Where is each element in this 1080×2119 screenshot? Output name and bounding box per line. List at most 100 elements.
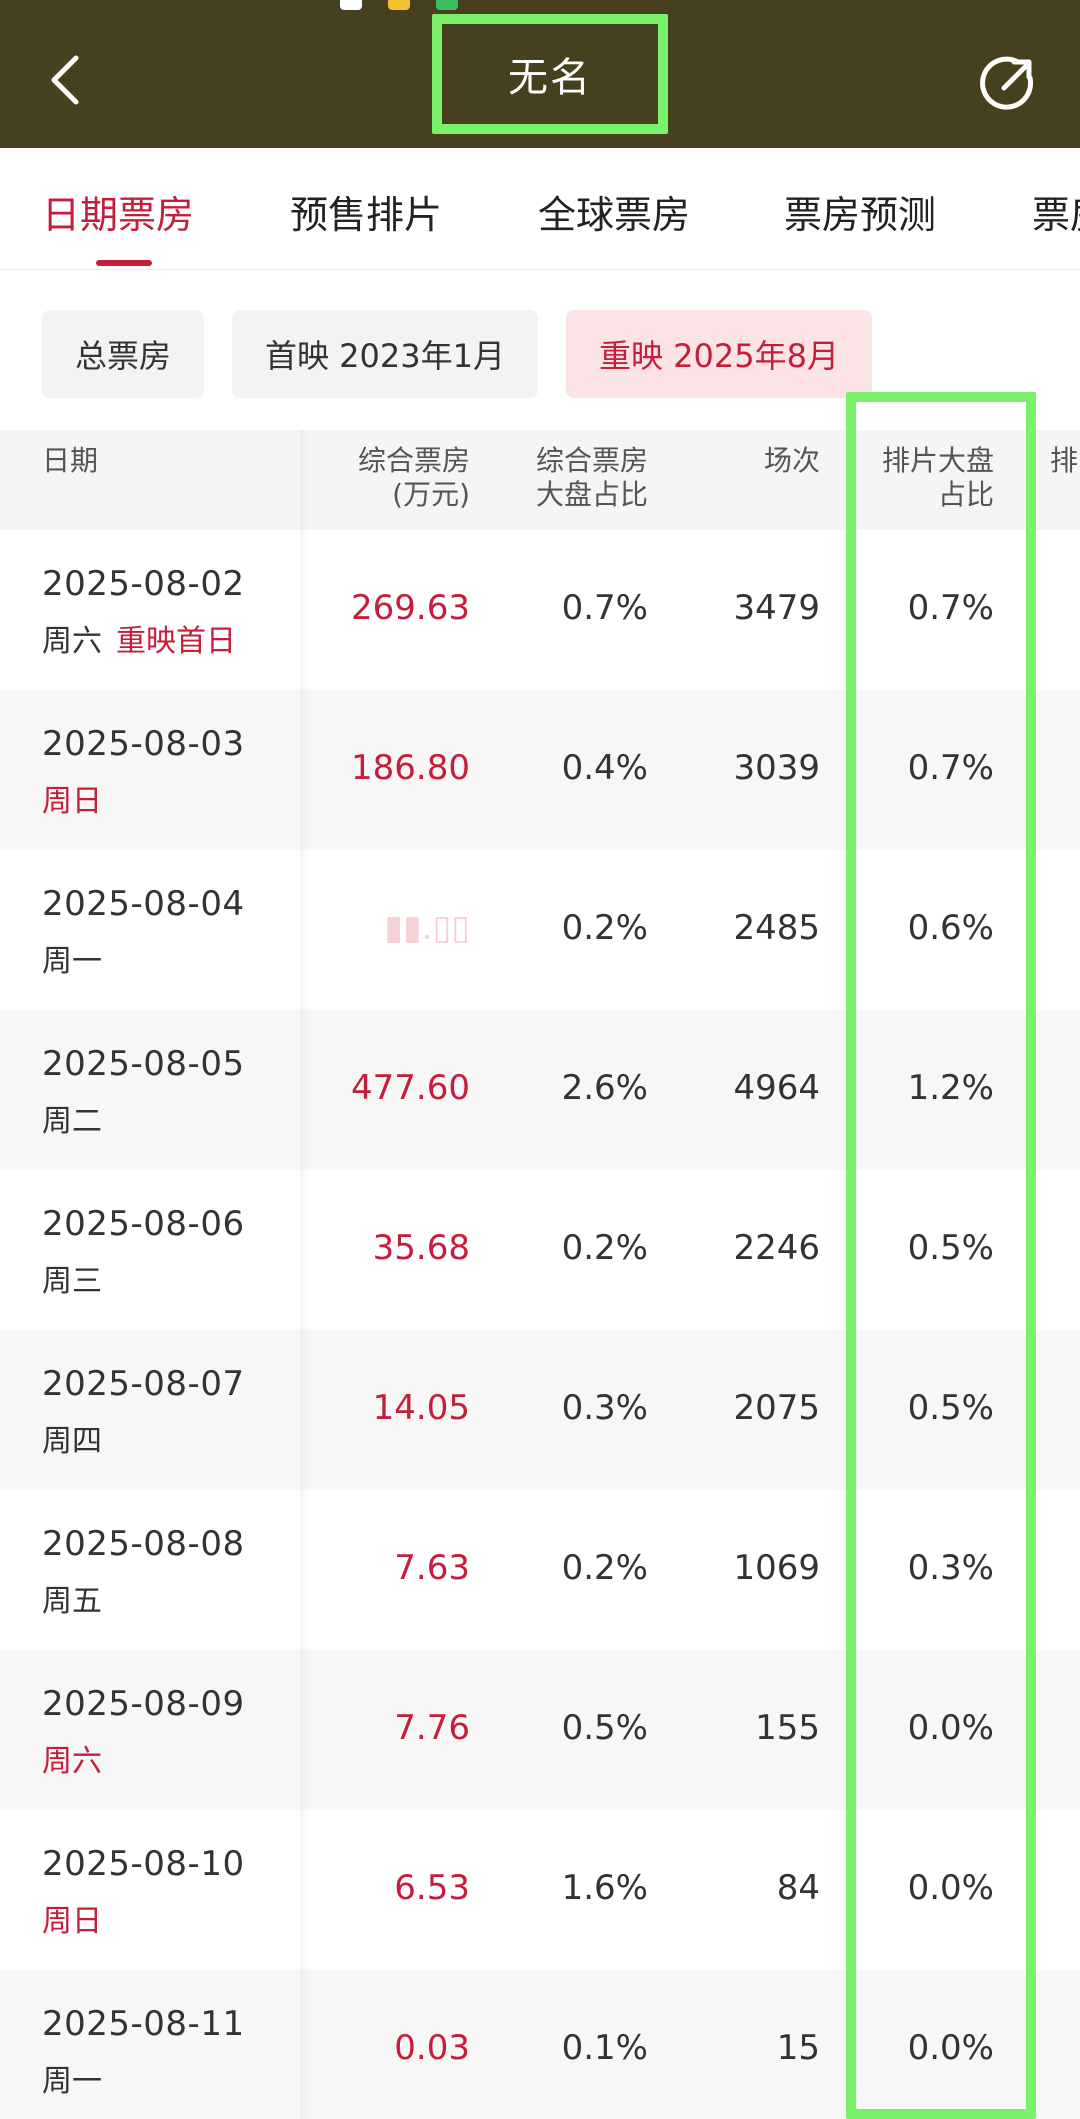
row-show-share: 0.0% bbox=[907, 1868, 994, 1908]
row-box-office: 269.63 bbox=[351, 588, 470, 628]
row-date: 2025-08-08 bbox=[42, 1524, 245, 1564]
share-button[interactable] bbox=[978, 54, 1038, 114]
status-icon bbox=[436, 0, 458, 10]
table-row[interactable]: 2025-08-09 周六 7.76 0.5% 155 0.0% bbox=[0, 1650, 1080, 1810]
tab-presale-schedule[interactable]: 预售排片 bbox=[290, 193, 443, 237]
tab-bar: 日期票房 预售排片 全球票房 票房预测 票房 bbox=[0, 148, 1080, 270]
row-weekday-label: 周一 bbox=[42, 944, 102, 979]
table-row[interactable]: 2025-08-10 周日 6.53 1.6% 84 0.0% bbox=[0, 1810, 1080, 1970]
frozen-column-shadow bbox=[300, 430, 310, 2119]
row-show-share: 0.5% bbox=[907, 1228, 994, 1268]
row-shows: 3479 bbox=[733, 588, 820, 628]
row-box-share: 0.5% bbox=[561, 1708, 648, 1748]
row-weekday: 周四 bbox=[42, 1416, 102, 1460]
row-weekday: 周二 bbox=[42, 1096, 102, 1140]
table-row[interactable]: 2025-08-08 周五 7.63 0.2% 1069 0.3% bbox=[0, 1490, 1080, 1650]
row-box-share: 0.2% bbox=[561, 908, 648, 948]
row-box-office: 7.63 bbox=[394, 1548, 470, 1588]
header-box-share: 综合票房 大盘占比 bbox=[536, 444, 648, 512]
row-box-share: 0.3% bbox=[561, 1388, 648, 1428]
row-shows: 155 bbox=[755, 1708, 820, 1748]
row-box-office: 477.60 bbox=[351, 1068, 470, 1108]
row-box-share: 0.2% bbox=[561, 1548, 648, 1588]
row-date: 2025-08-09 bbox=[42, 1684, 245, 1724]
filter-total-box-office[interactable]: 总票房 bbox=[42, 310, 204, 398]
row-show-share: 0.7% bbox=[907, 748, 994, 788]
row-show-share: 0.5% bbox=[907, 1388, 994, 1428]
row-weekday: 周一 bbox=[42, 2056, 102, 2100]
row-weekday-label: 周一 bbox=[42, 2064, 102, 2099]
filter-rerelease[interactable]: 重映 2025年8月 bbox=[566, 310, 872, 398]
row-shows: 15 bbox=[776, 2028, 820, 2068]
row-box-share: 1.6% bbox=[561, 1868, 648, 1908]
row-date: 2025-08-07 bbox=[42, 1364, 245, 1404]
row-show-share: 1.2% bbox=[907, 1068, 994, 1108]
row-date: 2025-08-02 bbox=[42, 564, 245, 604]
status-icon bbox=[340, 0, 362, 10]
table-header: 日期 综合票房 (万元) 综合票房 大盘占比 场次 排片大盘 占比 排 bbox=[0, 430, 1080, 530]
header-box-share-line2: 大盘占比 bbox=[535, 478, 648, 511]
table-row[interactable]: 2025-08-04 周一 ▮▮.▯▯ 0.2% 2485 0.6% bbox=[0, 850, 1080, 1010]
row-shows: 3039 bbox=[733, 748, 820, 788]
header-box-office-unit: (万元) bbox=[392, 478, 470, 511]
header-box-office: 综合票房 (万元) bbox=[358, 444, 470, 512]
row-weekday-label: 周六 bbox=[42, 1744, 102, 1779]
row-shows: 2075 bbox=[733, 1388, 820, 1428]
header-shows: 场次 bbox=[763, 444, 820, 477]
row-weekday: 周六 重映首日 bbox=[42, 616, 236, 660]
row-weekday: 周日 bbox=[42, 1896, 102, 1940]
filter-bar: 总票房 首映 2023年1月 重映 2025年8月 bbox=[0, 270, 1080, 430]
tab-box-office-forecast[interactable]: 票房预测 bbox=[784, 193, 937, 237]
row-date: 2025-08-06 bbox=[42, 1204, 245, 1244]
row-box-office: 186.80 bbox=[351, 748, 470, 788]
row-box-office: 7.76 bbox=[394, 1708, 470, 1748]
share-icon bbox=[980, 56, 1034, 110]
header-more: 排 bbox=[1050, 444, 1079, 477]
header-box-share-line1: 综合票房 bbox=[535, 444, 648, 477]
tab-more[interactable]: 票房 bbox=[1032, 193, 1080, 237]
active-tab-indicator bbox=[96, 260, 152, 266]
row-shows: 4964 bbox=[733, 1068, 820, 1108]
back-arrow-icon bbox=[51, 55, 79, 105]
table-row[interactable]: 2025-08-03 周日 186.80 0.4% 3039 0.7% bbox=[0, 690, 1080, 850]
filter-premiere[interactable]: 首映 2023年1月 bbox=[232, 310, 538, 398]
tab-daily-box-office[interactable]: 日期票房 bbox=[42, 193, 195, 237]
row-weekday-label: 周日 bbox=[42, 784, 102, 819]
row-date: 2025-08-04 bbox=[42, 884, 245, 924]
title-highlight-box: 无名 bbox=[432, 14, 668, 134]
row-date: 2025-08-11 bbox=[42, 2004, 245, 2044]
table-row[interactable]: 2025-08-02 周六 重映首日 269.63 0.7% 3479 0.7% bbox=[0, 530, 1080, 690]
row-box-office: ▮▮.▯▯ bbox=[384, 908, 470, 948]
row-weekday-label: 周二 bbox=[42, 1104, 102, 1139]
row-weekday: 周三 bbox=[42, 1256, 102, 1300]
row-shows: 2485 bbox=[733, 908, 820, 948]
header-show-share: 排片大盘 占比 bbox=[882, 444, 994, 512]
tab-global-box-office[interactable]: 全球票房 bbox=[538, 193, 691, 237]
row-date: 2025-08-03 bbox=[42, 724, 245, 764]
row-box-share: 0.7% bbox=[561, 588, 648, 628]
row-box-share: 2.6% bbox=[561, 1068, 648, 1108]
header-box-office-label: 综合票房 bbox=[357, 444, 470, 477]
table-row[interactable]: 2025-08-11 周一 0.03 0.1% 15 0.0% bbox=[0, 1970, 1080, 2119]
row-box-share: 0.4% bbox=[561, 748, 648, 788]
status-icon bbox=[388, 0, 410, 10]
header-show-share-line1: 排片大盘 bbox=[881, 444, 994, 477]
back-button[interactable] bbox=[40, 50, 100, 110]
header-date: 日期 bbox=[42, 444, 99, 477]
row-tag: 重映首日 bbox=[116, 624, 236, 659]
row-show-share: 0.0% bbox=[907, 2028, 994, 2068]
box-office-table: 日期 综合票房 (万元) 综合票房 大盘占比 场次 排片大盘 占比 排 2025… bbox=[0, 430, 1080, 2119]
row-show-share: 0.3% bbox=[907, 1548, 994, 1588]
table-row[interactable]: 2025-08-05 周二 477.60 2.6% 4964 1.2% bbox=[0, 1010, 1080, 1170]
row-weekday-label: 周四 bbox=[42, 1424, 102, 1459]
row-shows: 84 bbox=[776, 1868, 820, 1908]
row-box-office: 6.53 bbox=[394, 1868, 470, 1908]
row-weekday-label: 周五 bbox=[42, 1584, 102, 1619]
row-box-share: 0.1% bbox=[561, 2028, 648, 2068]
table-row[interactable]: 2025-08-06 周三 35.68 0.2% 2246 0.5% bbox=[0, 1170, 1080, 1330]
row-weekday: 周六 bbox=[42, 1736, 102, 1780]
row-box-office: 14.05 bbox=[372, 1388, 470, 1428]
header-show-share-line2: 占比 bbox=[937, 478, 994, 511]
row-box-share: 0.2% bbox=[561, 1228, 648, 1268]
table-row[interactable]: 2025-08-07 周四 14.05 0.3% 2075 0.5% bbox=[0, 1330, 1080, 1490]
